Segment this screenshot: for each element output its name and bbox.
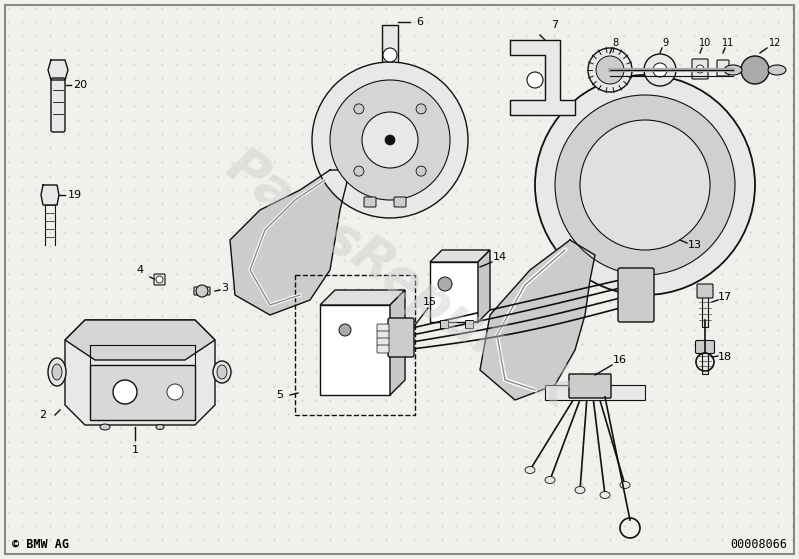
- Text: 4: 4: [137, 265, 144, 275]
- Circle shape: [653, 63, 667, 77]
- Text: 5: 5: [276, 390, 284, 400]
- Ellipse shape: [52, 364, 62, 380]
- Ellipse shape: [768, 65, 786, 75]
- Circle shape: [196, 285, 208, 297]
- Ellipse shape: [575, 486, 585, 494]
- Text: 11: 11: [721, 38, 734, 48]
- Circle shape: [312, 62, 468, 218]
- Text: 12: 12: [769, 38, 781, 48]
- Circle shape: [383, 48, 397, 62]
- Ellipse shape: [525, 467, 535, 473]
- FancyBboxPatch shape: [51, 78, 65, 132]
- Circle shape: [535, 75, 755, 295]
- Circle shape: [362, 112, 418, 168]
- Text: 16: 16: [613, 355, 627, 365]
- Text: PartsRepublik: PartsRepublik: [216, 140, 583, 419]
- Polygon shape: [390, 290, 405, 395]
- Text: 7: 7: [551, 20, 559, 30]
- Text: 9: 9: [662, 38, 668, 48]
- Ellipse shape: [213, 361, 231, 383]
- FancyBboxPatch shape: [697, 284, 713, 298]
- Ellipse shape: [156, 424, 164, 429]
- Circle shape: [416, 104, 426, 114]
- Circle shape: [354, 104, 364, 114]
- Text: © BMW AG: © BMW AG: [12, 538, 69, 552]
- Circle shape: [741, 56, 769, 84]
- Ellipse shape: [620, 481, 630, 489]
- Text: 10: 10: [699, 38, 711, 48]
- FancyBboxPatch shape: [194, 287, 210, 295]
- Polygon shape: [510, 40, 575, 115]
- Text: 14: 14: [493, 252, 507, 262]
- Circle shape: [385, 135, 395, 145]
- FancyBboxPatch shape: [388, 318, 414, 357]
- FancyBboxPatch shape: [717, 60, 729, 76]
- FancyBboxPatch shape: [394, 197, 406, 207]
- Ellipse shape: [217, 365, 227, 379]
- Bar: [295, 275, 415, 415]
- Text: 17: 17: [718, 292, 732, 302]
- FancyBboxPatch shape: [377, 345, 389, 353]
- Polygon shape: [65, 320, 215, 425]
- Text: 2: 2: [39, 410, 46, 420]
- Ellipse shape: [545, 476, 555, 484]
- Circle shape: [588, 48, 632, 92]
- Circle shape: [354, 166, 364, 176]
- Text: 13: 13: [688, 240, 702, 250]
- Circle shape: [330, 80, 450, 200]
- Circle shape: [438, 277, 452, 291]
- Circle shape: [167, 384, 183, 400]
- FancyBboxPatch shape: [569, 374, 611, 398]
- Text: 00008066: 00008066: [730, 538, 787, 552]
- FancyBboxPatch shape: [377, 324, 389, 332]
- Polygon shape: [230, 170, 350, 315]
- Bar: [702, 352, 708, 374]
- Polygon shape: [41, 185, 59, 205]
- Bar: [90, 365, 195, 420]
- Text: 19: 19: [68, 190, 82, 200]
- FancyBboxPatch shape: [430, 262, 478, 322]
- Bar: [465, 320, 473, 328]
- Text: 18: 18: [718, 352, 732, 362]
- Text: 20: 20: [73, 80, 87, 90]
- Polygon shape: [430, 250, 490, 262]
- Circle shape: [113, 380, 137, 404]
- Circle shape: [416, 166, 426, 176]
- Text: 1: 1: [132, 445, 138, 455]
- Text: 6: 6: [416, 17, 423, 27]
- Circle shape: [339, 324, 351, 336]
- FancyBboxPatch shape: [154, 274, 165, 285]
- Text: 8: 8: [612, 38, 618, 48]
- Polygon shape: [320, 290, 405, 305]
- Circle shape: [580, 120, 710, 250]
- FancyBboxPatch shape: [377, 338, 389, 346]
- FancyBboxPatch shape: [695, 340, 714, 353]
- Circle shape: [644, 54, 676, 86]
- Circle shape: [555, 95, 735, 275]
- Polygon shape: [478, 250, 490, 322]
- FancyBboxPatch shape: [320, 305, 390, 395]
- Bar: [440, 320, 448, 328]
- Polygon shape: [48, 60, 68, 80]
- Text: 15: 15: [423, 297, 437, 307]
- Text: 3: 3: [221, 283, 229, 293]
- Circle shape: [527, 72, 543, 88]
- Ellipse shape: [724, 65, 742, 75]
- FancyBboxPatch shape: [377, 331, 389, 339]
- Bar: [545, 385, 645, 400]
- FancyBboxPatch shape: [618, 268, 654, 322]
- FancyBboxPatch shape: [364, 197, 376, 207]
- Circle shape: [596, 56, 624, 84]
- Circle shape: [156, 276, 163, 283]
- Ellipse shape: [600, 491, 610, 499]
- Bar: [702, 297, 708, 327]
- Circle shape: [696, 65, 704, 73]
- FancyBboxPatch shape: [692, 59, 708, 79]
- Polygon shape: [65, 320, 215, 360]
- Bar: [382, 25, 398, 115]
- Ellipse shape: [100, 424, 110, 430]
- Polygon shape: [480, 240, 595, 400]
- Ellipse shape: [48, 358, 66, 386]
